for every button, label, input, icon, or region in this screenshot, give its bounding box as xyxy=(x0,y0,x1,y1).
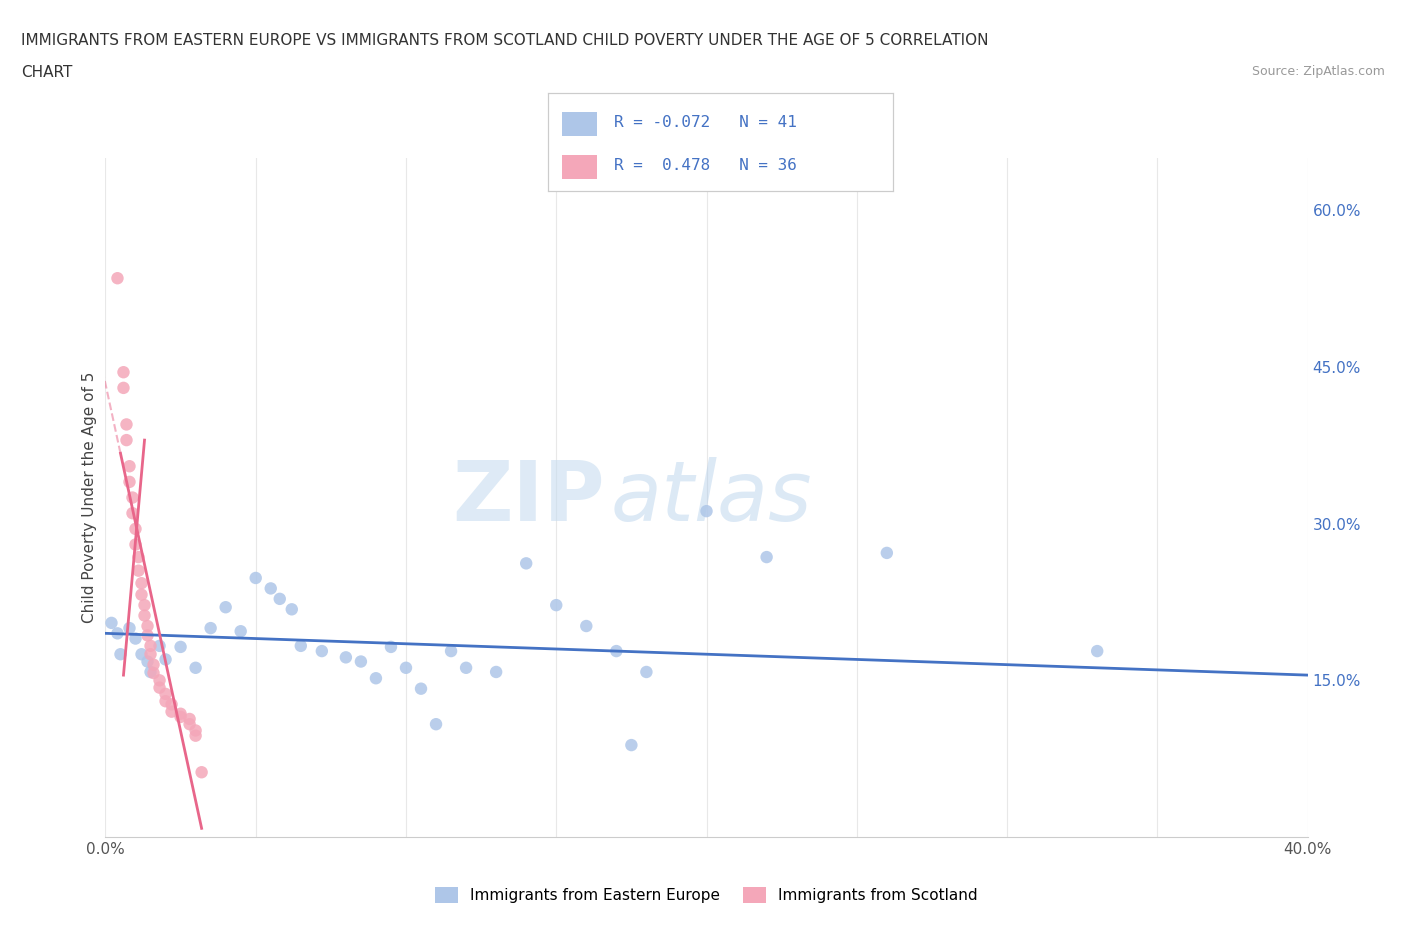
Point xyxy=(290,638,312,653)
Text: atlas: atlas xyxy=(610,457,813,538)
Point xyxy=(110,646,132,661)
Point xyxy=(311,644,333,658)
Point xyxy=(605,644,627,658)
Point xyxy=(184,723,207,737)
Point xyxy=(115,417,138,432)
Point xyxy=(121,506,143,521)
Point xyxy=(364,671,387,685)
Point xyxy=(184,660,207,675)
Point xyxy=(112,365,135,379)
Point xyxy=(124,631,146,646)
Point xyxy=(184,728,207,743)
Point xyxy=(515,556,537,571)
Point xyxy=(245,570,267,585)
Point xyxy=(107,271,129,286)
Point xyxy=(696,504,718,519)
Point xyxy=(100,616,122,631)
Point xyxy=(134,608,156,623)
Point xyxy=(128,564,150,578)
Point xyxy=(214,600,236,615)
Point xyxy=(260,581,283,596)
Point xyxy=(139,665,162,680)
Point xyxy=(169,706,191,721)
Point xyxy=(169,640,191,655)
Text: ZIP: ZIP xyxy=(451,457,605,538)
Point xyxy=(155,694,177,709)
Point xyxy=(440,644,463,658)
Point xyxy=(755,550,778,565)
Point xyxy=(128,550,150,565)
Bar xyxy=(562,112,596,136)
Text: Source: ZipAtlas.com: Source: ZipAtlas.com xyxy=(1251,65,1385,78)
Point xyxy=(200,620,222,635)
Point xyxy=(136,618,159,633)
Point xyxy=(118,620,141,635)
Point xyxy=(134,598,156,613)
Text: IMMIGRANTS FROM EASTERN EUROPE VS IMMIGRANTS FROM SCOTLAND CHILD POVERTY UNDER T: IMMIGRANTS FROM EASTERN EUROPE VS IMMIGR… xyxy=(21,33,988,47)
Point xyxy=(155,652,177,667)
Legend: Immigrants from Eastern Europe, Immigrants from Scotland: Immigrants from Eastern Europe, Immigran… xyxy=(427,880,986,910)
Point xyxy=(124,538,146,552)
Point xyxy=(160,704,183,719)
Point xyxy=(335,650,357,665)
Point xyxy=(190,764,212,779)
Point xyxy=(229,624,252,639)
Point xyxy=(281,602,304,617)
Point xyxy=(142,658,165,672)
Point xyxy=(546,598,568,613)
Point xyxy=(620,737,643,752)
Point xyxy=(139,646,162,661)
Point xyxy=(485,665,508,680)
Point xyxy=(124,522,146,537)
Point xyxy=(169,710,191,724)
Point xyxy=(107,626,129,641)
Point xyxy=(112,380,135,395)
Text: R = -0.072   N = 41: R = -0.072 N = 41 xyxy=(614,115,797,130)
Point xyxy=(142,666,165,681)
Point xyxy=(395,660,418,675)
Point xyxy=(121,490,143,505)
Point xyxy=(131,576,153,591)
Point xyxy=(136,654,159,669)
Point xyxy=(269,591,291,606)
Point xyxy=(118,458,141,473)
Point xyxy=(636,665,658,680)
Y-axis label: Child Poverty Under the Age of 5: Child Poverty Under the Age of 5 xyxy=(82,372,97,623)
Point xyxy=(350,654,373,669)
Point xyxy=(179,717,201,732)
Point xyxy=(148,638,170,653)
Point xyxy=(380,640,402,655)
Point xyxy=(148,673,170,688)
Point xyxy=(425,717,447,732)
Point xyxy=(575,618,598,633)
Point xyxy=(136,628,159,643)
Point xyxy=(876,546,898,561)
Text: CHART: CHART xyxy=(21,65,73,80)
Point xyxy=(118,474,141,489)
Point xyxy=(409,682,432,697)
Point xyxy=(179,711,201,726)
Point xyxy=(1085,644,1108,658)
Point xyxy=(454,660,477,675)
Point xyxy=(139,638,162,653)
Bar xyxy=(562,154,596,179)
Point xyxy=(131,646,153,661)
Point xyxy=(160,697,183,711)
Point xyxy=(131,587,153,602)
Point xyxy=(155,686,177,701)
Point xyxy=(115,432,138,447)
Text: R =  0.478   N = 36: R = 0.478 N = 36 xyxy=(614,158,797,173)
Point xyxy=(148,680,170,695)
